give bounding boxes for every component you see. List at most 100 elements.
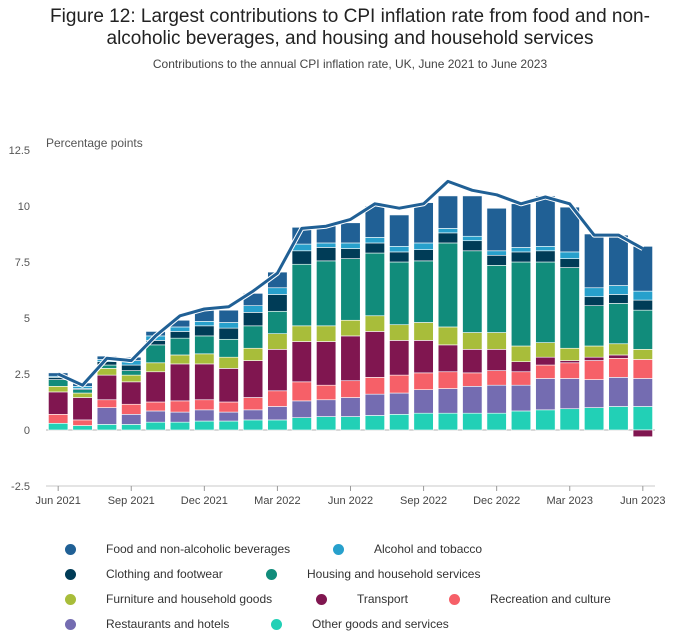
- legend-label: Housing and household services: [307, 567, 481, 581]
- chart-title: Figure 12: Largest contributions to CPI …: [0, 6, 700, 50]
- bar-segment: [121, 364, 142, 371]
- bar-segment: [437, 228, 458, 234]
- legend-label: Furniture and household goods: [106, 592, 273, 606]
- bar-segment: [559, 378, 580, 410]
- bar-segment: [559, 362, 580, 379]
- bar-segment: [608, 285, 629, 295]
- bar-segment: [462, 349, 483, 374]
- chart-subtitle: Contributions to the annual CPI inflatio…: [152, 57, 548, 71]
- bar-segment: [316, 242, 337, 248]
- bar-segment: [243, 312, 264, 327]
- bar-segment: [218, 411, 239, 422]
- bar-segment: [413, 412, 434, 431]
- bar-segment: [389, 251, 410, 263]
- bar-segment: [510, 384, 532, 412]
- bar-segment: [389, 324, 410, 341]
- bar-segment: [535, 250, 556, 263]
- bar-segment: [218, 368, 239, 403]
- bar-segment: [96, 374, 117, 401]
- y-tick-label: -2.5: [11, 481, 30, 493]
- bar-segment: [584, 305, 605, 347]
- bar-segment: [559, 258, 580, 268]
- bar-segment: [364, 242, 385, 254]
- bar-segment: [584, 345, 605, 358]
- bar-segment: [510, 345, 532, 362]
- bar-segment: [462, 250, 483, 333]
- bar-segment: [389, 340, 410, 376]
- bar-segment: [145, 344, 166, 364]
- bar-segment: [194, 420, 215, 431]
- x-tick-label: Jun 2021: [36, 495, 81, 507]
- bar-segment: [243, 419, 264, 431]
- bar-segment: [194, 363, 215, 401]
- bar-segment: [559, 360, 580, 364]
- bar-segment: [267, 349, 288, 392]
- bar-segment: [608, 294, 629, 304]
- bar-segment: [510, 203, 532, 248]
- bar-segment: [145, 371, 166, 403]
- bar-segment: [145, 401, 166, 412]
- x-tick-label: Mar 2023: [546, 495, 592, 507]
- bar-segment: [559, 251, 580, 259]
- legend-label: Alcohol and tobacco: [374, 542, 483, 556]
- y-tick-label: 10: [18, 201, 30, 213]
- bar-segment: [340, 335, 361, 382]
- bar-segment: [48, 379, 69, 387]
- bar-segment: [413, 249, 434, 262]
- bar-segment: [96, 407, 117, 425]
- bar-segment: [121, 370, 142, 376]
- legend-swatch: [65, 569, 76, 580]
- bar-segment: [218, 401, 239, 413]
- bar-segment: [462, 386, 483, 414]
- bar-segment: [486, 265, 507, 333]
- bar-segment: [632, 290, 653, 301]
- bar-segment: [608, 343, 629, 356]
- bar-segment: [486, 332, 507, 350]
- bar-segment: [584, 233, 605, 289]
- legend: Food and non-alcoholic beverages Alcohol …: [0, 535, 700, 635]
- bar-segment: [340, 380, 361, 398]
- bar-segment: [632, 359, 653, 379]
- bar-segment: [340, 258, 361, 321]
- bar-segment: [121, 381, 142, 405]
- bar-segment: [340, 397, 361, 417]
- bar-segment: [389, 392, 410, 415]
- bar-segment: [48, 422, 69, 431]
- bar-segment: [169, 337, 191, 356]
- bar-segment: [169, 400, 191, 413]
- bar-segment: [584, 407, 605, 431]
- bar-segment: [291, 381, 312, 402]
- bar-segment: [510, 247, 532, 253]
- bar-segment: [535, 195, 556, 247]
- bar-segment: [48, 391, 69, 415]
- bar-segment: [364, 237, 385, 244]
- bar-segment: [194, 353, 215, 365]
- bar-segment: [462, 240, 483, 252]
- bar-segment: [267, 310, 288, 334]
- legend-swatch: [266, 569, 277, 580]
- bar-segment: [169, 363, 191, 402]
- bar-segment: [169, 411, 191, 423]
- bar-segment: [462, 195, 483, 237]
- x-tick-label: Mar 2022: [254, 495, 300, 507]
- bar-segment: [267, 406, 288, 421]
- bar-segment: [121, 374, 142, 383]
- bar-segment: [340, 319, 361, 337]
- y-axis-label: Percentage points: [46, 136, 143, 150]
- bar-segment: [413, 340, 434, 374]
- x-tick-label: Sep 2022: [400, 495, 447, 507]
- bar-segment: [413, 389, 434, 414]
- bar-segment: [510, 251, 532, 263]
- bar-segment: [608, 303, 629, 345]
- bar-segment: [559, 408, 580, 431]
- bar-segment: [535, 342, 556, 358]
- bar-segment: [632, 378, 653, 407]
- bar-segment: [243, 360, 264, 398]
- x-tick-label: Dec 2022: [473, 495, 520, 507]
- bar-segment: [72, 425, 93, 431]
- bar-segment: [584, 356, 605, 361]
- bar-segment: [169, 326, 191, 332]
- bar-segment: [608, 358, 629, 378]
- bar-segment: [462, 372, 483, 387]
- cpi-line: [57, 179, 644, 387]
